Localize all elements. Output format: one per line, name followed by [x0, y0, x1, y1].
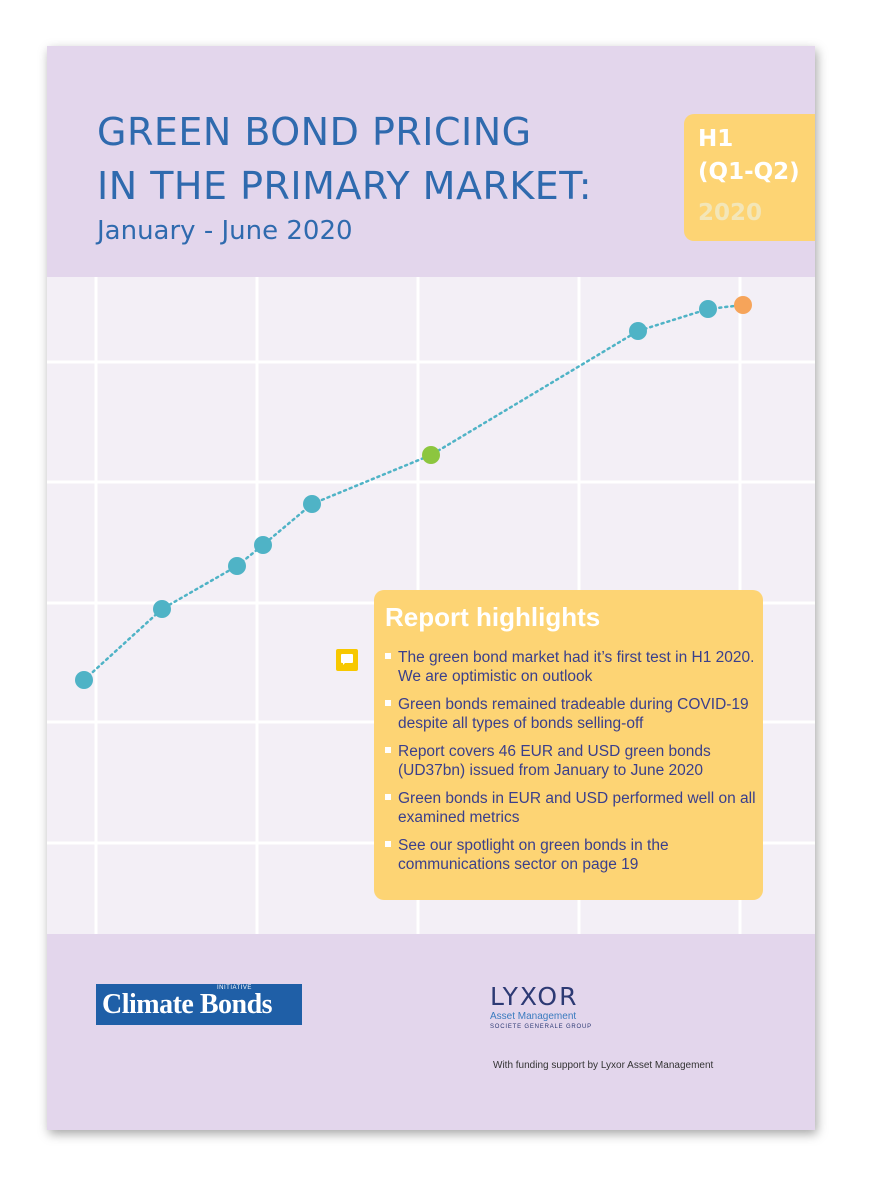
highlights-heading: Report highlights: [385, 602, 601, 632]
header: GREEN BOND PRICING IN THE PRIMARY MARKET…: [47, 46, 815, 277]
report-cover: GREEN BOND PRICING IN THE PRIMARY MARKET…: [47, 46, 815, 1130]
lyxor-wordmark: LYXOR: [490, 982, 579, 1011]
comment-bubble: [341, 654, 353, 665]
funding-note: With funding support by Lyxor Asset Mana…: [493, 1060, 714, 1071]
highlight-item: See our spotlight on green bonds in the …: [384, 836, 768, 874]
climate-bonds-name: Climate Bonds: [102, 989, 273, 1020]
badge-year: 2020: [698, 200, 763, 226]
data-point: [303, 495, 321, 513]
data-point: [153, 600, 171, 618]
climate-bonds-logo: Climate Bonds INITIATIVE: [96, 984, 302, 1025]
data-point-orange: [734, 296, 752, 314]
title-line-1: GREEN BOND PRICING: [97, 110, 532, 154]
highlight-item: The green bond market had it’s first tes…: [384, 648, 768, 686]
climate-bonds-tag: INITIATIVE: [217, 985, 252, 991]
data-point-green: [422, 446, 440, 464]
title-line-2: IN THE PRIMARY MARKET:: [97, 164, 593, 208]
lyxor-group: SOCIETE GENERALE GROUP: [490, 1024, 592, 1030]
data-point: [699, 300, 717, 318]
comment-icon[interactable]: [336, 649, 358, 671]
highlight-item: Green bonds in EUR and USD performed wel…: [384, 789, 768, 827]
subtitle: January - June 2020: [97, 216, 353, 246]
highlight-item: Green bonds remained tradeable during CO…: [384, 695, 768, 733]
footer: Climate Bonds INITIATIVE LYXOR Asset Man…: [47, 934, 815, 1130]
data-point: [228, 557, 246, 575]
badge-half: H1: [698, 126, 734, 152]
data-point: [254, 536, 272, 554]
report-highlights: Report highlights The green bond market …: [374, 590, 763, 900]
badge-quarters: (Q1-Q2): [698, 159, 800, 185]
lyxor-subtitle: Asset Management: [490, 1011, 577, 1022]
data-point: [75, 671, 93, 689]
data-point: [629, 322, 647, 340]
highlights-list: The green bond market had it’s first tes…: [384, 648, 768, 883]
period-badge: H1 (Q1-Q2) 2020: [684, 114, 815, 241]
lyxor-logo: LYXOR Asset Management SOCIETE GENERALE …: [490, 982, 592, 1030]
highlight-item: Report covers 46 EUR and USD green bonds…: [384, 742, 768, 780]
